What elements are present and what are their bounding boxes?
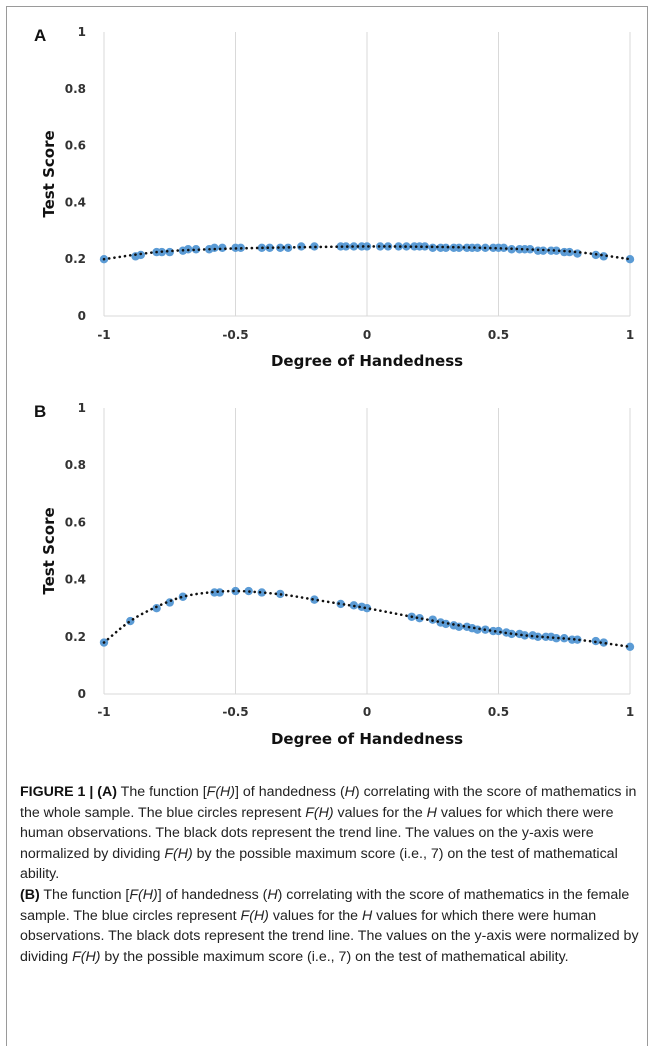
caption-italic: F(H) [206, 784, 236, 800]
y-tick-label: 0.6 [65, 139, 86, 153]
chart-b: 0 0.2 0.4 0.6 0.8 1 -1 -0.5 0 0.5 1 Degree of Hande… [40, 401, 635, 748]
y-tick-label: 0 [78, 687, 86, 701]
data-point [552, 246, 561, 255]
y-axis-title: Test Score [40, 130, 58, 217]
caption-italic: H [361, 907, 373, 924]
data-point [383, 242, 393, 251]
trend-line [102, 245, 632, 261]
figure-caption: FIGURE 1 | (A) The function [F(H)] of ha… [20, 782, 640, 967]
data-point [152, 604, 161, 613]
data-point [441, 243, 451, 253]
caption-italic: H [426, 804, 437, 821]
data-point [454, 622, 464, 631]
data-point [499, 243, 508, 253]
data-point [525, 245, 535, 254]
x-tick-label: -1 [97, 705, 110, 719]
data-point [265, 243, 274, 253]
caption-italic: F(H) [164, 845, 193, 862]
panel-letter-a: A [34, 26, 47, 45]
y-tick-label: 0.8 [65, 82, 86, 96]
caption-italic: H [344, 784, 355, 800]
data-point [415, 614, 424, 623]
data-point [625, 642, 635, 652]
caption-italic: H [267, 886, 278, 903]
caption-text: ) correlating with the score of mathemat… [20, 886, 630, 924]
panel-b: B 0 0.2 0.4 0.6 0.8 1 -1 -0.5 0 0.5 1 Degree of Han… [14, 392, 644, 766]
caption-a-marker: (A) [97, 784, 117, 800]
panel-letter-b: B [34, 402, 47, 421]
data-point [473, 243, 482, 253]
trend-line [102, 589, 632, 649]
caption-text: The function [ [39, 886, 130, 903]
data-point [276, 243, 285, 253]
y-tick-label: 0.6 [65, 515, 86, 529]
y-axis-title: Test Score [40, 507, 58, 594]
caption-italic: F(H) [240, 907, 269, 924]
data-point [362, 242, 372, 251]
data-point [394, 242, 403, 251]
caption-italic: F(H) [305, 804, 334, 821]
data-point [257, 588, 266, 597]
data-point [573, 635, 582, 644]
data-point [336, 599, 345, 609]
x-tick-label: -0.5 [222, 328, 248, 342]
figure-frame [6, 6, 648, 1046]
data-point [178, 592, 188, 601]
caption-text: values for the [268, 907, 362, 924]
y-tick-label: 0.2 [65, 252, 86, 266]
y-tick-label: 0.4 [65, 573, 86, 587]
y-tick-label: 1 [78, 25, 86, 39]
data-point [520, 631, 529, 640]
x-tick-label: 1 [626, 705, 634, 719]
chart-a: 0 0.2 0.4 0.6 0.8 1 -1 -0.5 0 0.5 1 Degree of Hande… [40, 25, 635, 370]
x-tick-label: 0.5 [488, 328, 509, 342]
x-tick-label: -0.5 [222, 705, 248, 719]
caption-text: values for which there were human observ… [20, 907, 639, 965]
panel-a: A 0 0.2 0.4 0.6 0.8 1 -1 -0.5 0 0.5 1 Degree of Han… [14, 14, 644, 394]
x-axis-title: Degree of Handedness [271, 730, 463, 748]
data-point [362, 604, 372, 613]
caption-text: by the possible maximum score (i.e., 7) … [20, 845, 618, 883]
x-tick-label: 0 [363, 328, 371, 342]
data-point [420, 242, 430, 251]
y-tick-label: 0.4 [65, 195, 86, 209]
data-point [310, 595, 319, 604]
x-tick-label: 0.5 [488, 705, 509, 719]
y-tick-label: 0.2 [65, 630, 86, 644]
caption-part-a: FIGURE 1 | (A) The function [F(H)] of ha… [20, 782, 640, 885]
x-tick-label: 1 [626, 328, 634, 342]
caption-italic: F(H) [72, 948, 101, 965]
x-tick-label: -1 [97, 328, 110, 342]
data-point [215, 588, 224, 597]
caption-text: values for the [333, 804, 427, 821]
data-point [191, 245, 201, 254]
caption-text: by the possible maximum score (i.e., 7) … [100, 948, 569, 965]
data-point [231, 586, 240, 596]
caption-label: FIGURE 1 | [20, 784, 94, 800]
y-tick-label: 1 [78, 401, 86, 415]
caption-text: ) correlating with the score of mathemat… [20, 784, 637, 821]
data-point [297, 242, 306, 251]
y-tick-label: 0 [78, 309, 86, 323]
x-axis-title: Degree of Handedness [271, 352, 463, 370]
caption-text: ] of handedness ( [157, 886, 268, 903]
caption-part-b: (B) The function [F(H)] of handedness (H… [20, 885, 640, 967]
caption-text: values for which there were human observ… [20, 804, 614, 862]
caption-text: ] of handedness ( [235, 784, 345, 800]
caption-b-marker: (B) [20, 886, 40, 903]
data-point [625, 255, 635, 264]
x-tick-label: 0 [363, 705, 371, 719]
caption-italic: F(H) [129, 886, 158, 903]
y-tick-label: 0.8 [65, 458, 86, 472]
caption-text: The function [ [117, 784, 207, 800]
data-point [552, 634, 561, 643]
